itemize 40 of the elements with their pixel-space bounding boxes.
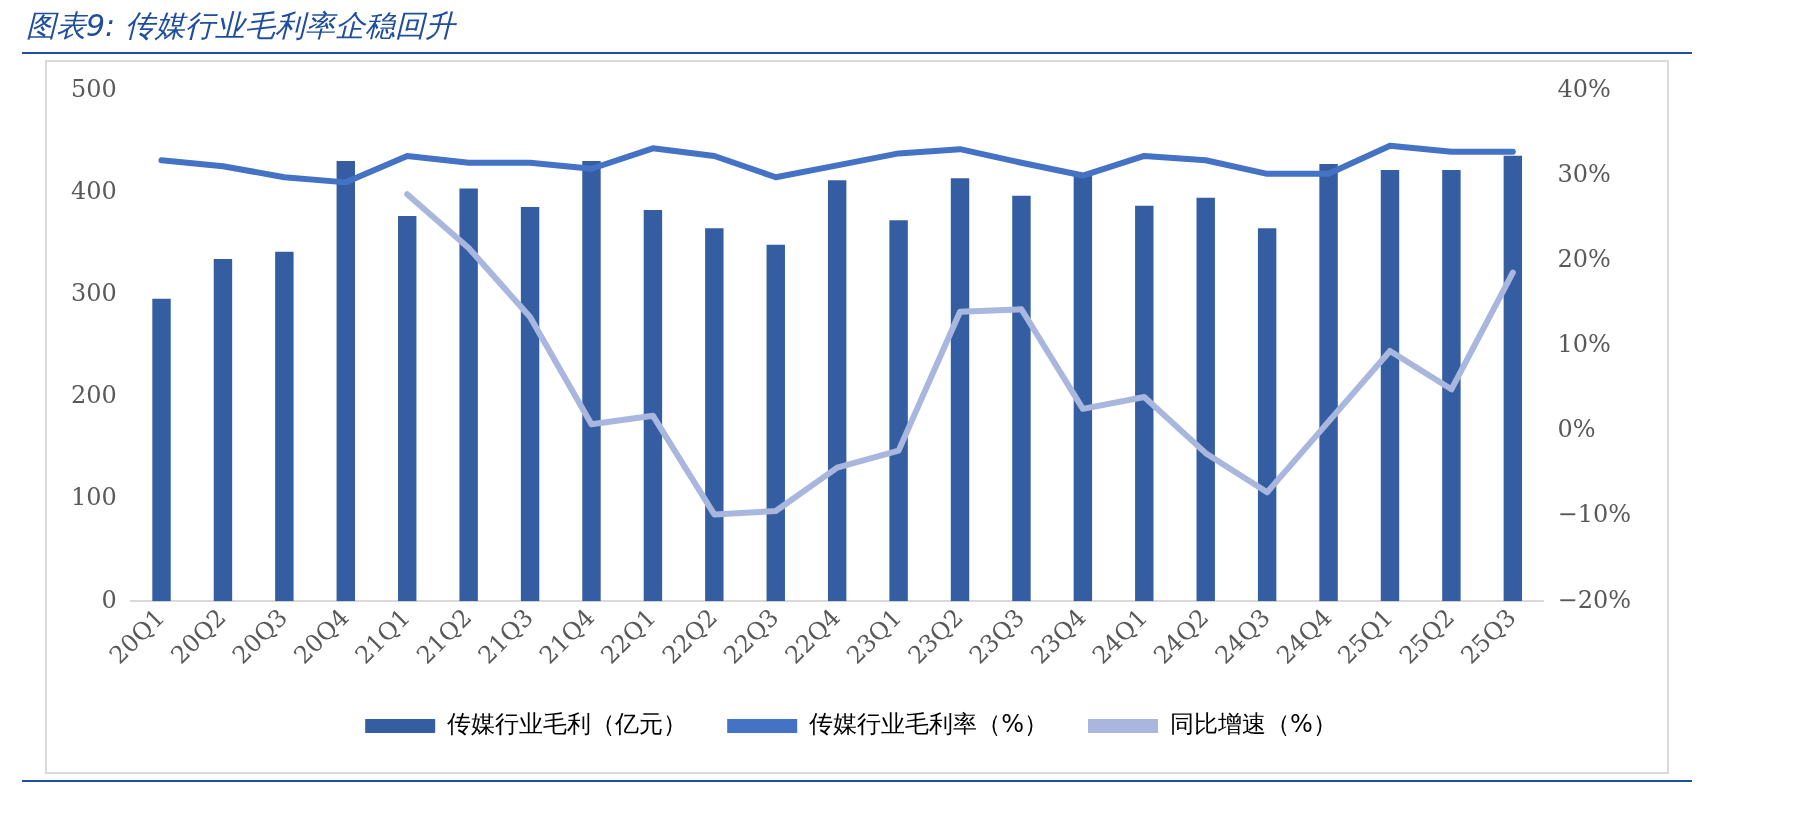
chart-title: 图表9: 传媒行业毛利率企稳回升 bbox=[26, 7, 455, 45]
bar bbox=[889, 220, 908, 602]
y-tick-label: 200 bbox=[71, 381, 117, 410]
y-tick-label: 500 bbox=[71, 74, 117, 103]
y2-tick-label: −20% bbox=[1557, 585, 1631, 614]
bar bbox=[705, 228, 724, 602]
legend-label: 同比增速（%） bbox=[1170, 710, 1337, 739]
legend-label: 传媒行业毛利率（%） bbox=[809, 710, 1049, 739]
y2-tick-label: 0% bbox=[1557, 415, 1596, 444]
bar bbox=[275, 251, 294, 602]
bar bbox=[1319, 163, 1338, 602]
bar bbox=[1442, 170, 1461, 602]
bar bbox=[1503, 155, 1523, 602]
bar bbox=[1196, 197, 1215, 602]
bar bbox=[643, 209, 663, 602]
bar bbox=[1135, 205, 1154, 602]
y2-tick-label: 40% bbox=[1557, 74, 1611, 103]
bar bbox=[766, 244, 785, 602]
bar bbox=[520, 206, 540, 602]
bar bbox=[1012, 195, 1031, 602]
y2-tick-label: 10% bbox=[1557, 330, 1611, 359]
bar bbox=[950, 178, 970, 602]
y-tick-label: 0 bbox=[101, 585, 117, 614]
bar bbox=[827, 180, 847, 602]
y-tick-label: 100 bbox=[71, 483, 117, 512]
y-tick-label: 400 bbox=[71, 176, 117, 205]
bar bbox=[582, 160, 601, 602]
bar bbox=[459, 188, 478, 602]
bar bbox=[1257, 228, 1277, 602]
y2-tick-label: 20% bbox=[1557, 244, 1611, 273]
y2-tick-label: 30% bbox=[1557, 159, 1611, 188]
bar bbox=[1380, 170, 1400, 602]
y2-tick-label: −10% bbox=[1557, 500, 1631, 529]
bar bbox=[152, 298, 171, 602]
bar bbox=[398, 216, 417, 602]
legend-label: 传媒行业毛利（亿元） bbox=[447, 710, 688, 739]
bar bbox=[1073, 174, 1093, 602]
bar bbox=[213, 259, 233, 602]
y-tick-label: 300 bbox=[71, 279, 117, 308]
bar bbox=[336, 160, 355, 602]
